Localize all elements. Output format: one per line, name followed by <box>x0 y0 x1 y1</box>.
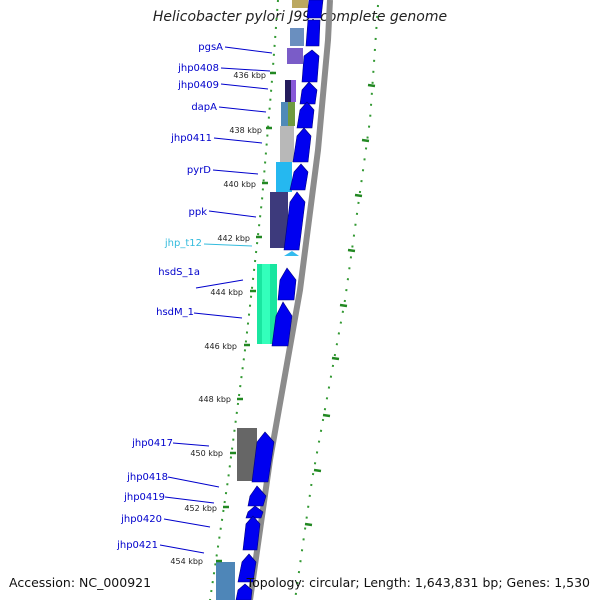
cds-arrow <box>306 0 324 19</box>
cds-arrow <box>237 553 257 583</box>
gene-label-dapA[interactable]: dapA <box>191 102 217 113</box>
gene-label-jhp0420[interactable]: jhp0420 <box>120 514 162 525</box>
gene-label-jhp_t12[interactable]: jhp_t12 <box>164 238 202 249</box>
gene-label-jhp0421[interactable]: jhp0421 <box>116 540 158 551</box>
cds-arrow <box>296 101 315 129</box>
feature-block <box>285 80 291 102</box>
tick-label: 436 kbp <box>233 71 266 80</box>
gene-label-hsdM_1[interactable]: hsdM_1 <box>156 307 194 318</box>
gene-label-jhp0419[interactable]: jhp0419 <box>123 492 165 503</box>
cds-arrow <box>289 163 309 191</box>
gene-label-pgsA[interactable]: pgsA <box>198 42 223 53</box>
cds-arrow <box>245 505 264 519</box>
tick-label: 452 kbp <box>184 504 217 513</box>
genome-backbone <box>247 0 333 600</box>
outer-dotted-ring <box>294 4 379 600</box>
tick-label: 440 kbp <box>223 180 256 189</box>
feature-block <box>292 0 308 8</box>
gene-label-lines <box>159 46 273 554</box>
outer-tick-marks <box>304 83 376 527</box>
cds-arrow <box>242 515 261 551</box>
cds-arrow <box>301 49 320 83</box>
gene-label-pyrD[interactable]: pyrD <box>187 165 211 176</box>
cds-arrows <box>235 0 324 600</box>
gene-label-hsdS_1a[interactable]: hsdS_1a <box>158 267 200 278</box>
cds-arrow <box>251 431 275 483</box>
feature-block <box>237 428 257 481</box>
gene-label-jhp0409[interactable]: jhp0409 <box>177 80 219 91</box>
feature-block <box>262 264 270 344</box>
gene-label-jhp0411[interactable]: jhp0411 <box>170 133 212 144</box>
gene-label-ppk[interactable]: ppk <box>189 207 208 218</box>
accession-label: Accession: NC_000921 <box>9 575 152 590</box>
tick-label: 446 kbp <box>204 342 237 351</box>
cds-arrow <box>299 81 318 105</box>
cds-arrow <box>271 301 293 347</box>
cds-arrow <box>283 191 306 251</box>
gene-label-jhp0408[interactable]: jhp0408 <box>177 63 219 74</box>
tick-label: 438 kbp <box>229 126 262 135</box>
feature-block <box>290 28 304 46</box>
feature-block <box>276 162 292 192</box>
feature-block <box>270 192 288 248</box>
cds-arrow <box>305 19 321 47</box>
tick-label: 454 kbp <box>170 557 203 566</box>
feature-block <box>287 48 303 64</box>
feature-block <box>288 102 295 126</box>
feature-block <box>281 102 288 126</box>
feature-block <box>280 126 294 162</box>
scale-ticks <box>216 71 276 563</box>
trna-label-line <box>203 243 253 247</box>
gene-label-jhp0417[interactable]: jhp0417 <box>131 438 173 449</box>
gene-label-jhp0418[interactable]: jhp0418 <box>126 472 168 483</box>
tick-label: 448 kbp <box>198 395 231 404</box>
feature-blocks <box>216 0 308 600</box>
tick-label: 444 kbp <box>210 288 243 297</box>
feature-block <box>291 80 296 102</box>
topology-label: Topology: circular; Length: 1,643,831 bp… <box>246 575 590 590</box>
cds-arrow <box>292 127 312 163</box>
map-title: Helicobacter pylori J99, complete genome <box>152 9 448 25</box>
tick-label: 442 kbp <box>217 234 250 243</box>
cds-arrow <box>277 267 297 301</box>
feature-block <box>216 562 235 600</box>
cds-arrow <box>235 583 253 600</box>
trna-marker <box>284 251 299 256</box>
tick-label: 450 kbp <box>190 449 223 458</box>
cds-arrow <box>247 485 267 507</box>
